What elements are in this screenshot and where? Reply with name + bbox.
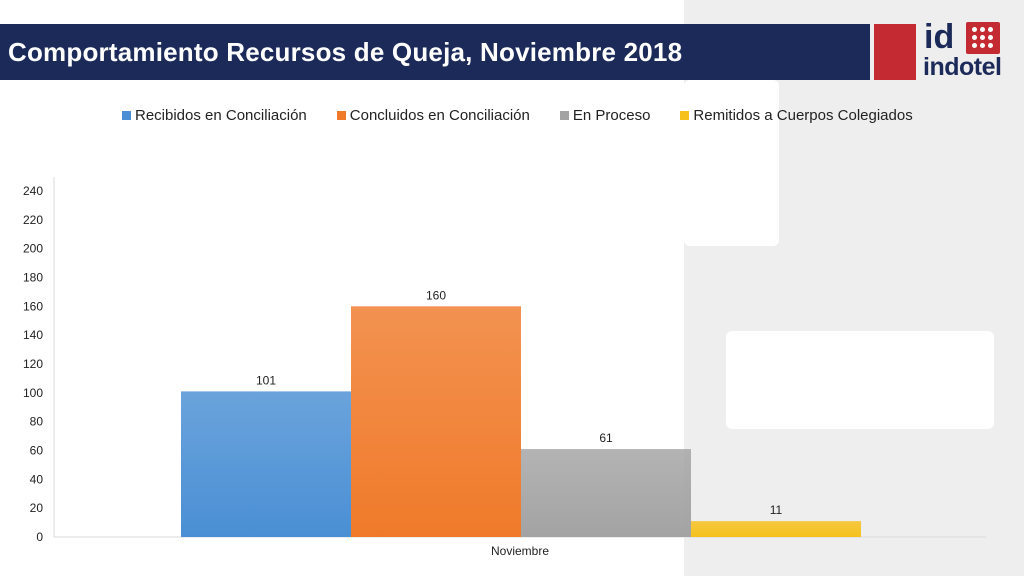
y-tick-label: 180 [23,271,43,285]
chart-bars [181,306,861,537]
logo-grid-icon [966,22,1000,54]
y-tick-label: 200 [23,242,43,256]
legend-item: Remitidos a Cuerpos Colegiados [680,106,913,124]
data-label: 160 [426,288,446,302]
legend-label: Remitidos a Cuerpos Colegiados [693,106,913,124]
y-tick-label: 140 [23,328,43,342]
legend-label: Concluidos en Conciliación [349,106,530,124]
y-tick-label: 80 [30,415,44,429]
legend-item: En Proceso [559,106,651,124]
bar [691,521,861,537]
legend-swatch [336,110,346,120]
bar [351,306,521,537]
y-tick-label: 220 [23,213,43,227]
bar [181,391,351,537]
legend-label: Recibidos en Conciliación [135,106,307,124]
y-tick-label: 100 [23,386,43,400]
data-label: 11 [770,503,783,517]
title-bar: Comportamiento Recursos de Queja, Noviem… [0,24,870,80]
y-tick-label: 160 [23,299,43,313]
logo-name: indotel [923,53,1002,81]
x-tick-label: Noviembre [491,544,549,558]
logo-red-block [874,24,916,80]
background-card [726,331,994,429]
y-tick-label: 20 [30,501,44,515]
y-tick-label: 120 [23,357,43,371]
legend-label: En Proceso [572,106,651,124]
legend-swatch [559,110,569,120]
chart-legend: Recibidos en Conciliación Concluidos en … [122,104,913,126]
page-title: Comportamiento Recursos de Queja, Noviem… [8,37,683,67]
background-card [684,80,779,246]
legend-swatch [122,110,131,120]
chart-labels: 101 160 61 11 [256,288,783,517]
y-tick-label: 40 [30,472,44,486]
data-label: 101 [256,373,276,387]
data-label: 61 [599,431,613,445]
legend-item: Recibidos en Conciliación [122,107,307,124]
y-tick-label: 0 [36,530,43,544]
logo-mark: id [924,18,955,56]
y-tick-label: 240 [23,184,43,198]
legend-item: Concluidos en Conciliación [336,106,530,124]
y-tick-label: 60 [30,444,44,458]
legend-swatch [680,110,690,120]
bar [521,449,691,537]
